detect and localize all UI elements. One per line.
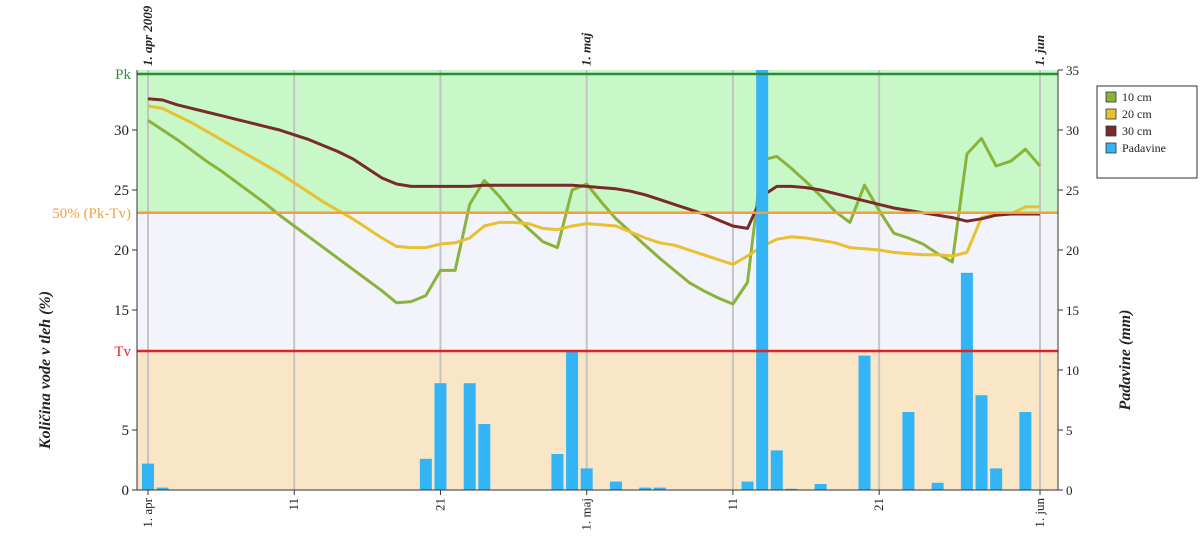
bar <box>580 468 593 490</box>
y2-tick-label: 30 <box>1066 123 1079 138</box>
threshold-label: Tv <box>114 344 131 360</box>
bar <box>434 383 447 490</box>
legend-label: 10 cm <box>1122 90 1152 104</box>
top-date-label: 1. maj <box>579 32 594 66</box>
y-axis-title: Količina vode v tleh (%) <box>37 291 54 450</box>
bar <box>858 355 871 490</box>
x-tick-label: 21 <box>871 498 886 511</box>
bar <box>551 454 564 490</box>
x-tick-label: 21 <box>432 498 447 511</box>
y2-tick-label: 5 <box>1066 423 1073 438</box>
y-tick-label: 25 <box>114 183 129 199</box>
bar <box>639 487 652 490</box>
x-tick-label: 1. jun <box>1032 498 1047 528</box>
top-date-label: 1. jun <box>1032 35 1047 66</box>
line <box>147 119 1042 306</box>
bar <box>975 395 988 490</box>
band <box>137 351 1058 490</box>
legend-swatch <box>1105 142 1117 154</box>
top-date-label: 1. apr 2009 <box>140 5 155 66</box>
y2-tick-label: 25 <box>1066 183 1079 198</box>
y2-tick-label: 10 <box>1066 363 1079 378</box>
bar <box>1019 412 1032 490</box>
bar <box>814 484 827 490</box>
legend: 10 cm 20 cm 30 cm Padavine <box>1105 90 1166 155</box>
bar <box>785 488 798 490</box>
legend-swatch <box>1105 125 1117 137</box>
legend-label: 30 cm <box>1122 124 1152 138</box>
bar <box>463 383 476 490</box>
legend-swatch <box>1105 108 1117 120</box>
x-tick-label: 11 <box>725 498 740 511</box>
bar <box>609 481 622 490</box>
y2-tick-label: 15 <box>1066 303 1079 318</box>
bands <box>137 70 1058 490</box>
bar <box>990 468 1003 490</box>
legend-label: 20 cm <box>1122 107 1152 121</box>
marks <box>137 70 1058 490</box>
line <box>147 104 1040 266</box>
bar <box>902 412 915 490</box>
grid <box>147 70 1041 490</box>
x-tick-label: 1. maj <box>579 498 594 531</box>
bar <box>566 350 579 490</box>
bar <box>142 463 154 490</box>
y-tick-label: 15 <box>114 303 129 319</box>
bar <box>653 487 666 490</box>
y2-tick-label: 20 <box>1066 243 1079 258</box>
band <box>137 70 1058 213</box>
bar <box>770 450 783 490</box>
y-tick-label: 0 <box>122 483 130 499</box>
band <box>137 212 1058 352</box>
y-tick-label: 5 <box>122 423 130 439</box>
axes: 1. apr 11 21 1. maj 11 21 1. jun 1. apr 2009 1. … <box>52 5 1079 530</box>
threshold-label: Pk <box>115 67 131 83</box>
threshold-label: 50% (Pk-Tv) <box>52 206 131 222</box>
y2-tick-label: 0 <box>1066 483 1073 498</box>
y-tick-label: 20 <box>114 243 129 259</box>
bar <box>756 70 769 490</box>
bar <box>478 424 491 490</box>
legend-swatch <box>1105 91 1117 103</box>
bar <box>741 481 754 490</box>
y2-tick-label: 35 <box>1066 63 1079 78</box>
bar <box>960 272 973 490</box>
y2-axis-title: Padavine (mm) <box>1117 310 1134 412</box>
y-tick-label: 30 <box>114 123 129 139</box>
bar <box>419 458 432 490</box>
legend-label: Padavine <box>1122 141 1166 155</box>
bar <box>931 482 944 490</box>
x-tick-label: 11 <box>286 498 301 511</box>
bar <box>156 487 169 490</box>
line <box>147 97 1040 230</box>
x-tick-label: 1. apr <box>140 497 155 527</box>
